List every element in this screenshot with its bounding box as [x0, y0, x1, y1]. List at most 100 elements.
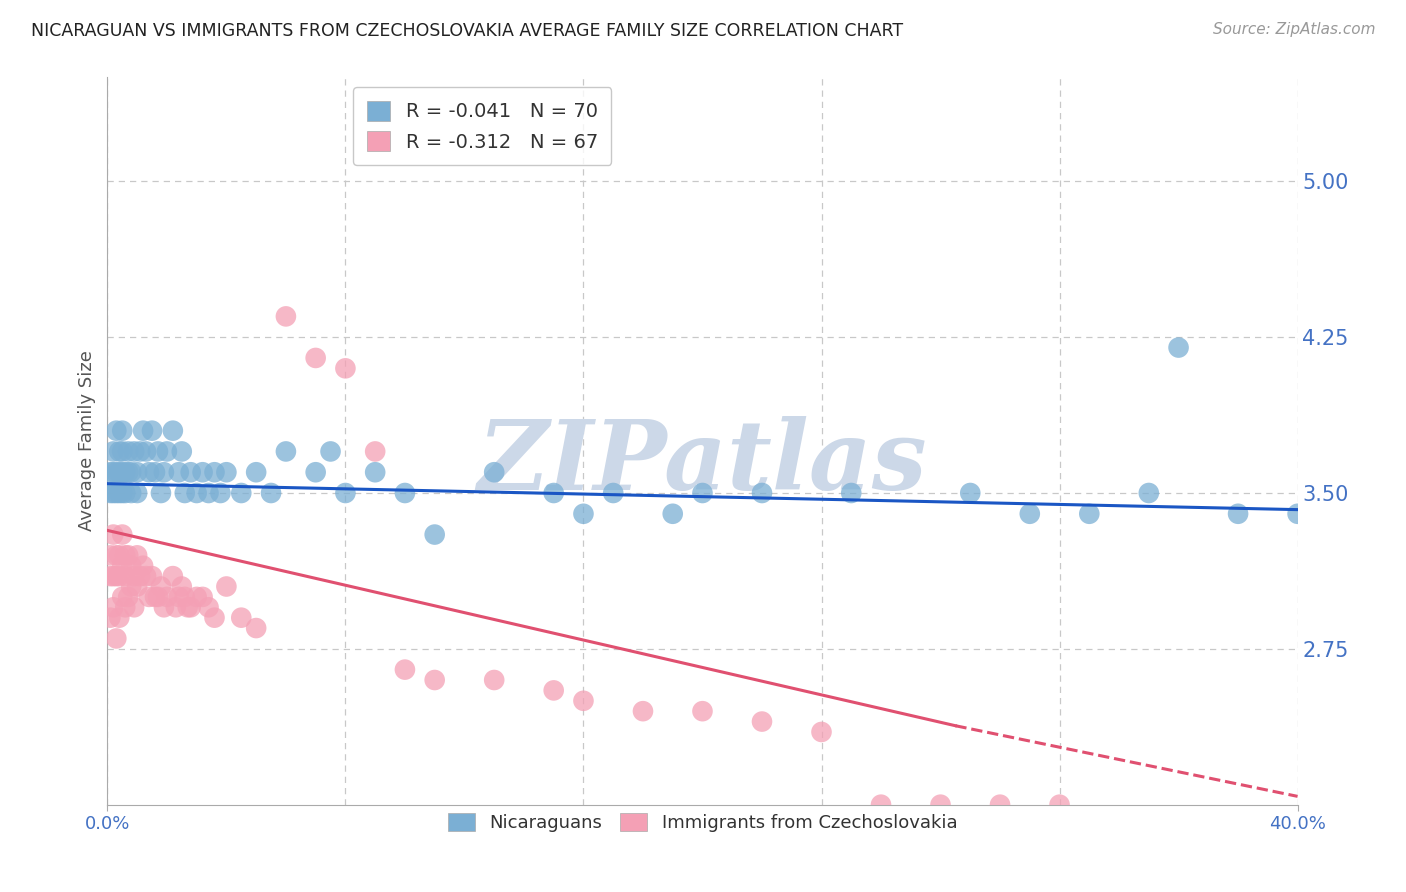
Point — [394, 663, 416, 677]
Text: Source: ZipAtlas.com: Source: ZipAtlas.com — [1212, 22, 1375, 37]
Point — [108, 486, 131, 500]
Point — [170, 580, 193, 594]
Point — [127, 580, 149, 594]
Point — [129, 444, 152, 458]
Point — [103, 444, 125, 458]
Point — [204, 610, 226, 624]
Point — [197, 486, 219, 500]
Point — [231, 486, 253, 500]
Point — [197, 600, 219, 615]
Point — [122, 444, 145, 458]
Point — [959, 486, 981, 500]
Point — [108, 549, 131, 563]
Point — [231, 610, 253, 624]
Point — [103, 465, 125, 479]
Point — [111, 558, 134, 573]
Point — [108, 569, 131, 583]
Point — [245, 621, 267, 635]
Point — [156, 444, 179, 458]
Point — [186, 486, 208, 500]
Point — [543, 683, 565, 698]
Point — [114, 569, 136, 583]
Point — [364, 444, 387, 458]
Legend: Nicaraguans, Immigrants from Czechoslovakia: Nicaraguans, Immigrants from Czechoslova… — [440, 805, 965, 839]
Point — [114, 600, 136, 615]
Point — [117, 590, 139, 604]
Point — [117, 549, 139, 563]
Point — [162, 569, 184, 583]
Point — [305, 351, 328, 365]
Point — [108, 465, 131, 479]
Point — [132, 424, 155, 438]
Point — [215, 580, 238, 594]
Point — [120, 486, 142, 500]
Point — [692, 486, 714, 500]
Point — [135, 569, 157, 583]
Point — [103, 600, 125, 615]
Point — [170, 444, 193, 458]
Point — [98, 569, 121, 583]
Point — [191, 465, 214, 479]
Point — [143, 465, 166, 479]
Point — [167, 590, 190, 604]
Point — [105, 569, 128, 583]
Point — [105, 549, 128, 563]
Point — [114, 486, 136, 500]
Point — [103, 527, 125, 541]
Point — [543, 486, 565, 500]
Point — [117, 444, 139, 458]
Point — [122, 600, 145, 615]
Point — [111, 444, 134, 458]
Point — [204, 465, 226, 479]
Point — [114, 549, 136, 563]
Point — [153, 465, 176, 479]
Point — [929, 797, 952, 812]
Point — [111, 465, 134, 479]
Point — [1078, 507, 1101, 521]
Point — [215, 465, 238, 479]
Point — [1286, 507, 1309, 521]
Point — [335, 361, 357, 376]
Point — [572, 507, 595, 521]
Point — [146, 444, 169, 458]
Point — [1049, 797, 1071, 812]
Point — [105, 424, 128, 438]
Point — [572, 694, 595, 708]
Point — [105, 486, 128, 500]
Point — [146, 590, 169, 604]
Point — [988, 797, 1011, 812]
Point — [186, 590, 208, 604]
Point — [120, 558, 142, 573]
Point — [114, 465, 136, 479]
Point — [173, 486, 195, 500]
Point — [1137, 486, 1160, 500]
Point — [482, 673, 505, 687]
Point — [143, 590, 166, 604]
Point — [173, 590, 195, 604]
Point — [209, 486, 232, 500]
Point — [1018, 507, 1040, 521]
Point — [120, 580, 142, 594]
Point — [692, 704, 714, 718]
Point — [602, 486, 624, 500]
Point — [105, 632, 128, 646]
Point — [364, 465, 387, 479]
Point — [98, 549, 121, 563]
Text: ZIPatlas: ZIPatlas — [478, 416, 928, 510]
Point — [274, 444, 297, 458]
Point — [810, 725, 832, 739]
Point — [631, 704, 654, 718]
Point — [156, 590, 179, 604]
Point — [129, 569, 152, 583]
Point — [335, 486, 357, 500]
Point — [319, 444, 342, 458]
Point — [870, 797, 893, 812]
Point — [135, 444, 157, 458]
Point — [111, 527, 134, 541]
Point — [111, 486, 134, 500]
Y-axis label: Average Family Size: Average Family Size — [79, 351, 96, 532]
Point — [141, 569, 163, 583]
Point — [1227, 507, 1250, 521]
Point — [180, 465, 202, 479]
Point — [127, 486, 149, 500]
